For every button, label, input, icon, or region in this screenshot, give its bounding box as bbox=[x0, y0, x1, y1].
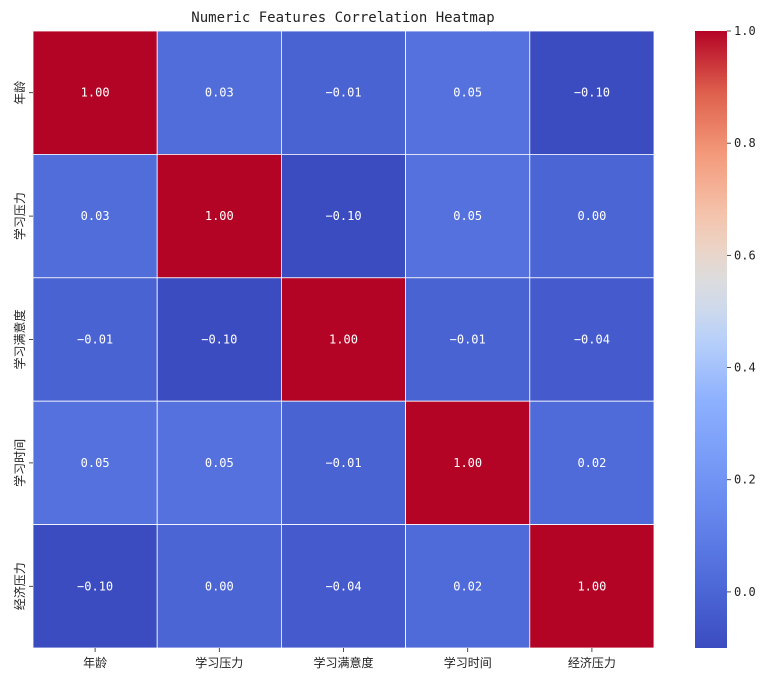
cell-value-label: 0.02 bbox=[577, 456, 606, 470]
cell-value-label: −0.10 bbox=[574, 86, 610, 100]
cell-value-label: 1.00 bbox=[453, 456, 482, 470]
cell-value-label: 0.05 bbox=[81, 456, 110, 470]
heatmap-cell bbox=[405, 277, 531, 402]
heatmap-cell bbox=[405, 30, 531, 155]
heatmap-cell bbox=[280, 400, 406, 526]
cell-value-label: −0.01 bbox=[77, 333, 113, 347]
heatmap-cell bbox=[32, 524, 158, 649]
colorbar: 0.0 0.2 0.4 0.6 0.8 1.0 bbox=[695, 24, 756, 648]
x-tick-label: 经济压力 bbox=[568, 655, 616, 670]
cell-value-label: 0.05 bbox=[453, 86, 482, 100]
heatmap-cell bbox=[156, 524, 282, 649]
heatmap-cell bbox=[405, 400, 531, 526]
heatmap-cell bbox=[156, 277, 282, 402]
heatmap-cell bbox=[280, 524, 406, 649]
heatmap-cell bbox=[32, 30, 158, 155]
heatmap-cells bbox=[32, 30, 655, 649]
heatmap-cell bbox=[529, 277, 655, 402]
cell-value-label: −0.01 bbox=[325, 86, 361, 100]
heatmap-cell bbox=[32, 153, 158, 279]
colorbar-tick-label: 0.4 bbox=[734, 361, 756, 375]
cell-value-label: 0.03 bbox=[81, 209, 110, 223]
cell-value-label: −0.01 bbox=[450, 333, 486, 347]
y-tick-label: 学习满意度 bbox=[12, 309, 27, 369]
cell-value-label: 1.00 bbox=[577, 579, 606, 593]
colorbar-gradient bbox=[695, 31, 727, 648]
heatmap-cell bbox=[529, 524, 655, 649]
heatmap-cell bbox=[280, 153, 406, 279]
x-tick-label: 学习时间 bbox=[444, 655, 492, 670]
colorbar-tick-label: 0.0 bbox=[734, 585, 756, 599]
cell-value-label: −0.10 bbox=[77, 579, 113, 593]
cell-value-label: 1.00 bbox=[205, 209, 234, 223]
heatmap-cell bbox=[280, 30, 406, 155]
cell-value-label: 0.00 bbox=[577, 209, 606, 223]
cell-value-label: −0.01 bbox=[325, 456, 361, 470]
x-tick-label: 学习满意度 bbox=[313, 655, 373, 670]
cell-value-label: 0.00 bbox=[205, 579, 234, 593]
heatmap-cell bbox=[156, 400, 282, 526]
heatmap-cell-labels: 1.00 0.03 −0.01 0.05 −0.10 0.03 1.00 −0.10 0.05 0… bbox=[77, 86, 610, 594]
cell-value-label: 0.05 bbox=[453, 209, 482, 223]
heatmap-cell bbox=[280, 277, 406, 402]
y-tick-label: 年龄 bbox=[13, 81, 27, 105]
x-axis-ticks: 年龄 学习压力 学习满意度 学习时间 经济压力 bbox=[83, 648, 616, 670]
colorbar-tick-label: 0.2 bbox=[734, 473, 756, 487]
heatmap-cell bbox=[529, 30, 655, 155]
colorbar-tick-label: 0.8 bbox=[734, 136, 756, 150]
heatmap-cell bbox=[529, 400, 655, 526]
colorbar-tick-label: 1.0 bbox=[734, 24, 756, 38]
chart-title: Numeric Features Correlation Heatmap bbox=[191, 10, 494, 26]
cell-value-label: 0.03 bbox=[205, 86, 234, 100]
cell-value-label: −0.10 bbox=[201, 333, 237, 347]
cell-value-label: −0.10 bbox=[325, 209, 361, 223]
colorbar-tick-label: 0.6 bbox=[734, 248, 756, 262]
cell-value-label: 1.00 bbox=[329, 333, 358, 347]
cell-value-label: 0.02 bbox=[453, 579, 482, 593]
heatmap-cell bbox=[156, 30, 282, 155]
heatmap-cell bbox=[156, 153, 282, 279]
x-tick-label: 年龄 bbox=[83, 656, 107, 670]
cell-value-label: 0.05 bbox=[205, 456, 234, 470]
y-tick-label: 学习时间 bbox=[12, 439, 27, 487]
y-tick-label: 学习压力 bbox=[12, 192, 27, 240]
heatmap-cell bbox=[529, 153, 655, 279]
cell-value-label: 1.00 bbox=[81, 86, 110, 100]
y-tick-label: 经济压力 bbox=[12, 562, 27, 610]
x-tick-label: 学习压力 bbox=[195, 655, 243, 670]
cell-value-label: −0.04 bbox=[574, 333, 610, 347]
cell-value-label: −0.04 bbox=[325, 579, 361, 593]
